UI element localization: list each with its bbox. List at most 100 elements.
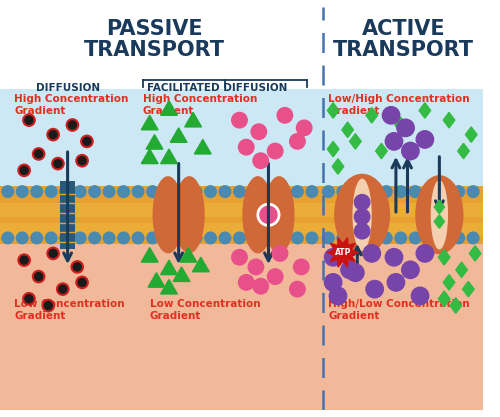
Circle shape: [48, 248, 59, 259]
Polygon shape: [366, 108, 378, 123]
Circle shape: [147, 232, 158, 244]
Circle shape: [42, 300, 54, 311]
Polygon shape: [173, 267, 190, 281]
Bar: [0, 223, 324, 236]
Circle shape: [410, 186, 421, 197]
Polygon shape: [142, 248, 158, 262]
Circle shape: [74, 232, 86, 244]
Polygon shape: [434, 200, 444, 214]
Circle shape: [277, 186, 288, 197]
Circle shape: [251, 124, 266, 139]
Ellipse shape: [415, 175, 464, 254]
Circle shape: [438, 186, 450, 197]
Bar: [60, 181, 76, 249]
Ellipse shape: [352, 178, 372, 251]
Text: Low Concentration
Gradient: Low Concentration Gradient: [150, 299, 260, 321]
Circle shape: [268, 143, 283, 159]
Circle shape: [386, 249, 402, 266]
Circle shape: [354, 224, 370, 239]
Circle shape: [190, 232, 202, 244]
Text: ACTIVE
TRANSPORT: ACTIVE TRANSPORT: [333, 19, 474, 60]
Circle shape: [346, 264, 364, 281]
Circle shape: [468, 186, 479, 197]
Circle shape: [234, 232, 245, 244]
Polygon shape: [194, 139, 211, 154]
Circle shape: [81, 136, 92, 147]
Circle shape: [395, 186, 406, 197]
Circle shape: [402, 261, 419, 279]
Bar: [324, 186, 483, 244]
Circle shape: [322, 232, 334, 244]
Circle shape: [424, 232, 436, 244]
Polygon shape: [192, 257, 209, 272]
Circle shape: [234, 186, 245, 197]
Circle shape: [290, 281, 305, 297]
Circle shape: [176, 186, 188, 197]
Circle shape: [57, 283, 68, 295]
Polygon shape: [146, 135, 163, 149]
Circle shape: [2, 186, 14, 197]
Circle shape: [132, 232, 144, 244]
Circle shape: [363, 245, 380, 262]
Circle shape: [190, 186, 202, 197]
Bar: [0, 7, 483, 89]
Circle shape: [330, 287, 346, 304]
Circle shape: [52, 158, 64, 169]
Polygon shape: [443, 113, 455, 128]
Circle shape: [468, 232, 479, 244]
Circle shape: [238, 275, 254, 290]
Circle shape: [410, 232, 421, 244]
Circle shape: [258, 204, 279, 226]
Circle shape: [60, 186, 72, 197]
Circle shape: [16, 186, 28, 197]
Bar: [0, 89, 483, 244]
Circle shape: [453, 186, 464, 197]
Circle shape: [76, 276, 88, 288]
Circle shape: [46, 232, 57, 244]
Polygon shape: [395, 117, 406, 133]
Circle shape: [33, 271, 44, 282]
Text: FACILITATED DIFFUSION: FACILITATED DIFFUSION: [147, 83, 288, 93]
Polygon shape: [180, 248, 196, 262]
Circle shape: [366, 232, 378, 244]
Polygon shape: [160, 260, 178, 275]
Bar: [324, 223, 483, 236]
Circle shape: [23, 114, 35, 126]
Text: High Concentration
Gradient: High Concentration Gradient: [143, 94, 258, 116]
Ellipse shape: [242, 176, 274, 254]
Circle shape: [76, 155, 88, 166]
Circle shape: [354, 209, 370, 224]
Text: High Concentration
Gradient: High Concentration Gradient: [14, 94, 129, 116]
Circle shape: [366, 186, 378, 197]
Circle shape: [397, 119, 414, 136]
Polygon shape: [458, 143, 469, 159]
Circle shape: [416, 131, 434, 148]
Polygon shape: [142, 149, 158, 163]
Circle shape: [18, 165, 30, 176]
Circle shape: [147, 186, 158, 197]
Circle shape: [2, 232, 14, 244]
Circle shape: [386, 133, 402, 150]
Circle shape: [262, 186, 274, 197]
Circle shape: [341, 261, 358, 279]
Circle shape: [354, 194, 370, 210]
Polygon shape: [342, 122, 353, 138]
Circle shape: [33, 148, 44, 160]
Circle shape: [352, 232, 363, 244]
Polygon shape: [332, 159, 344, 174]
Text: PASSIVE
TRANSPORT: PASSIVE TRANSPORT: [84, 19, 225, 60]
Circle shape: [253, 279, 268, 294]
Circle shape: [424, 186, 436, 197]
Circle shape: [104, 232, 115, 244]
Circle shape: [380, 186, 392, 197]
Circle shape: [204, 232, 216, 244]
Polygon shape: [443, 275, 455, 290]
Bar: [0, 203, 324, 217]
Polygon shape: [419, 103, 430, 118]
Circle shape: [204, 186, 216, 197]
Circle shape: [337, 232, 348, 244]
Ellipse shape: [264, 176, 294, 254]
Circle shape: [31, 186, 42, 197]
Circle shape: [74, 186, 86, 197]
Polygon shape: [142, 116, 158, 130]
